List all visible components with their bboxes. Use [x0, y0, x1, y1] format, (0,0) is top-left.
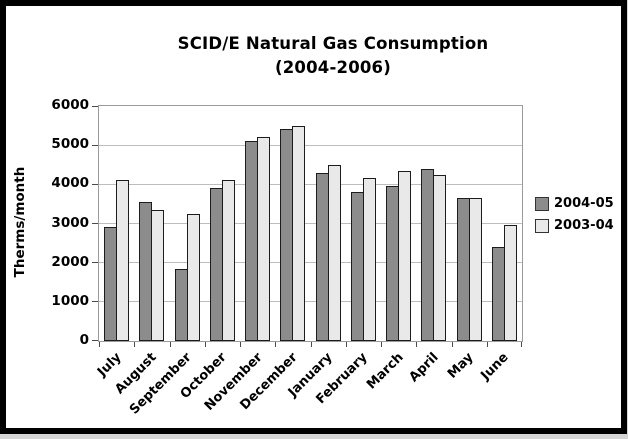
y-tick-label-1000: 1000	[51, 292, 89, 309]
chart-title: SCID/E Natural Gas Consumption (2004-200…	[98, 32, 568, 80]
legend-label-2004-05: 2004-05	[554, 196, 614, 211]
bar-march-2003-04	[398, 171, 411, 341]
x-tick-mark-7	[346, 342, 347, 347]
x-tick-mark-5	[275, 342, 276, 347]
gridline-2000	[99, 262, 522, 264]
y-tick-mark-0	[92, 340, 98, 341]
y-tick-label-0: 0	[79, 332, 89, 348]
y-tick-mark-3000	[92, 223, 98, 224]
gridline-5000	[99, 144, 522, 146]
y-tick-label-3000: 3000	[51, 214, 89, 231]
x-tick-mark-1	[134, 342, 135, 347]
legend: 2004-05 2003-04	[535, 196, 614, 240]
y-tick-label-6000: 6000	[51, 97, 89, 113]
y-tick-mark-4000	[92, 183, 98, 185]
y-tick-mark-6000	[92, 105, 98, 107]
gridline-4000	[99, 183, 522, 185]
x-tick-mark-12	[521, 342, 522, 347]
bar-january-2003-04	[328, 165, 341, 341]
bar-july-2003-04	[116, 180, 129, 341]
gridline-1000	[99, 301, 522, 303]
x-tick-mark-10	[452, 342, 453, 347]
bar-november-2003-04	[257, 137, 270, 341]
y-axis-title: Therms/month	[12, 166, 28, 278]
gridline-3000	[99, 223, 522, 224]
bar-may-2003-04	[469, 198, 482, 341]
x-tick-mark-11	[487, 342, 488, 347]
x-tick-mark-6	[311, 342, 312, 347]
legend-swatch-2004-05	[535, 196, 549, 211]
plot-area	[92, 105, 523, 347]
bar-august-2003-04	[151, 210, 164, 341]
bar-september-2003-04	[187, 214, 200, 341]
y-tick-label-4000: 4000	[51, 175, 89, 192]
y-tick-label-5000: 5000	[51, 136, 89, 153]
y-tick-mark-1000	[92, 301, 98, 303]
bar-december-2003-04	[292, 126, 305, 341]
x-tick-mark-8	[381, 342, 382, 347]
chart-title-line1: SCID/E Natural Gas Consumption	[177, 34, 489, 53]
bar-april-2003-04	[433, 175, 446, 341]
x-tick-mark-9	[416, 342, 417, 347]
x-tick-mark-0	[99, 342, 100, 347]
x-tick-mark-2	[170, 342, 171, 347]
y-tick-mark-2000	[92, 262, 98, 264]
x-tick-mark-4	[240, 342, 241, 347]
bar-june-2003-04	[504, 225, 517, 341]
bar-february-2003-04	[363, 178, 376, 341]
y-tick-mark-5000	[92, 144, 98, 146]
y-tick-label-2000: 2000	[51, 253, 89, 270]
x-tick-mark-3	[205, 342, 206, 347]
bar-october-2003-04	[222, 180, 235, 341]
legend-swatch-2003-04	[535, 218, 549, 233]
legend-entry-2003-04: 2003-04	[535, 218, 614, 233]
legend-label-2003-04: 2003-04	[554, 218, 614, 233]
legend-entry-2004-05: 2004-05	[535, 196, 614, 211]
chart-title-line2: (2004-2006)	[275, 58, 391, 77]
